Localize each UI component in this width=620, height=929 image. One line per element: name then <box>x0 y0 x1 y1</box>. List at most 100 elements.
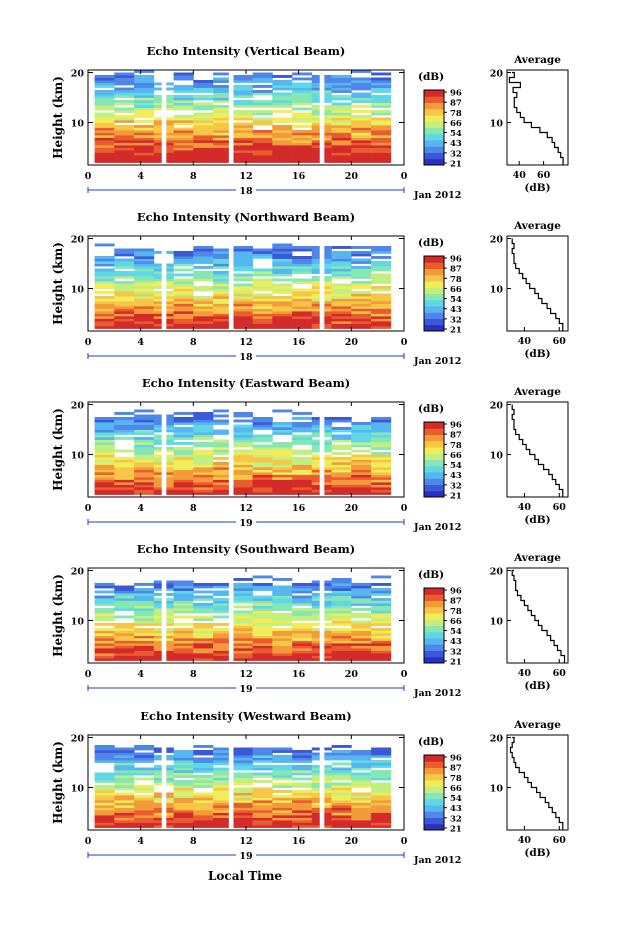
echo-cell <box>371 650 392 654</box>
echo-cell <box>292 655 313 659</box>
echo-cell <box>193 757 214 761</box>
echo-cell <box>272 482 293 485</box>
echo-cell <box>292 87 313 91</box>
echo-cell <box>292 248 313 252</box>
echo-cell <box>114 797 135 801</box>
panel-y-axis-label: Height (km) <box>51 574 65 657</box>
echo-cell <box>193 318 214 322</box>
echo-cell <box>331 291 352 294</box>
echo-cell <box>351 422 372 425</box>
echo-cell <box>331 467 352 470</box>
echo-cell <box>351 429 372 433</box>
echo-cell <box>94 85 115 88</box>
echo-cell <box>232 610 253 614</box>
echo-cell <box>351 432 372 435</box>
echo-cell <box>292 429 313 433</box>
echo-cell <box>371 155 392 158</box>
echo-cell <box>94 757 115 761</box>
echo-cell <box>371 777 392 781</box>
echo-cell <box>232 477 253 480</box>
echo-cell <box>213 276 234 279</box>
echo-cell <box>252 439 273 443</box>
echo-cell <box>193 595 214 599</box>
echo-cell <box>193 122 214 126</box>
echo-cell <box>252 454 273 458</box>
echo-cell <box>193 105 214 108</box>
echo-cell <box>272 817 293 821</box>
echo-cell <box>173 253 194 257</box>
average-y-tick-label: 10 <box>490 119 504 130</box>
echo-cell <box>292 132 313 136</box>
echo-cell <box>272 777 293 781</box>
echo-cell <box>134 447 155 450</box>
echo-cell <box>114 271 135 274</box>
echo-cell <box>94 120 115 123</box>
echo-cell <box>94 645 115 649</box>
echo-cell <box>94 482 115 485</box>
echo-cell <box>232 628 253 631</box>
echo-cell <box>173 135 194 138</box>
echo-cell <box>331 623 352 626</box>
echo-cell <box>134 137 155 141</box>
echo-cell <box>252 747 273 751</box>
echo-cell <box>272 283 293 287</box>
echo-cell <box>213 825 234 828</box>
echo-cell <box>292 790 313 793</box>
echo-cell <box>114 157 135 161</box>
x-tick-label: 12 <box>239 503 252 514</box>
colorbar-tick-label: 78 <box>450 607 462 617</box>
echo-cell <box>134 132 155 136</box>
echo-cell <box>252 484 273 488</box>
day-marker-bg <box>236 184 256 196</box>
echo-cell <box>252 797 273 801</box>
echo-cell <box>252 281 273 284</box>
echo-cell <box>371 80 392 83</box>
echo-cell <box>292 757 313 761</box>
echo-cell <box>371 795 392 798</box>
echo-cell <box>351 268 372 272</box>
echo-cell <box>292 822 313 826</box>
echo-cell <box>292 807 313 811</box>
echo-cell <box>114 595 135 599</box>
echo-cell <box>371 653 392 656</box>
echo-cell <box>371 263 392 267</box>
echo-cell <box>232 653 253 656</box>
echo-cell <box>193 775 214 778</box>
echo-cell <box>292 125 313 128</box>
echo-cell <box>331 807 352 811</box>
echo-cell <box>193 618 214 621</box>
echo-cell <box>331 75 352 78</box>
echo-cell <box>232 246 253 249</box>
echo-cell <box>193 655 214 659</box>
echo-cell <box>272 449 293 453</box>
echo-cell <box>232 132 253 136</box>
echo-cell <box>94 130 115 133</box>
average-x-axis-label: (dB) <box>524 182 550 194</box>
echo-cell <box>114 75 135 78</box>
echo-cell <box>272 628 293 631</box>
echo-cell <box>292 258 313 262</box>
echo-cell <box>114 120 135 123</box>
echo-cell <box>213 261 234 264</box>
echo-cell <box>232 807 253 811</box>
echo-cell <box>173 87 194 91</box>
echo-cell <box>292 293 313 297</box>
echo-cell <box>134 467 155 470</box>
echo-cell <box>331 80 352 83</box>
echo-cell <box>351 115 372 118</box>
echo-cell <box>114 775 135 778</box>
echo-cell <box>331 635 352 639</box>
echo-cell <box>292 462 313 465</box>
echo-cell <box>193 412 214 415</box>
echo-cell <box>193 469 214 473</box>
echo-cell <box>173 603 194 606</box>
echo-cell <box>94 303 115 307</box>
echo-cell <box>94 628 115 631</box>
echo-cell <box>114 650 135 654</box>
echo-cell <box>292 618 313 621</box>
echo-cell <box>213 313 234 317</box>
echo-cell <box>272 130 293 133</box>
echo-cell <box>193 147 214 151</box>
colorbar-label: (dB) <box>418 237 444 249</box>
echo-cell <box>134 157 155 161</box>
